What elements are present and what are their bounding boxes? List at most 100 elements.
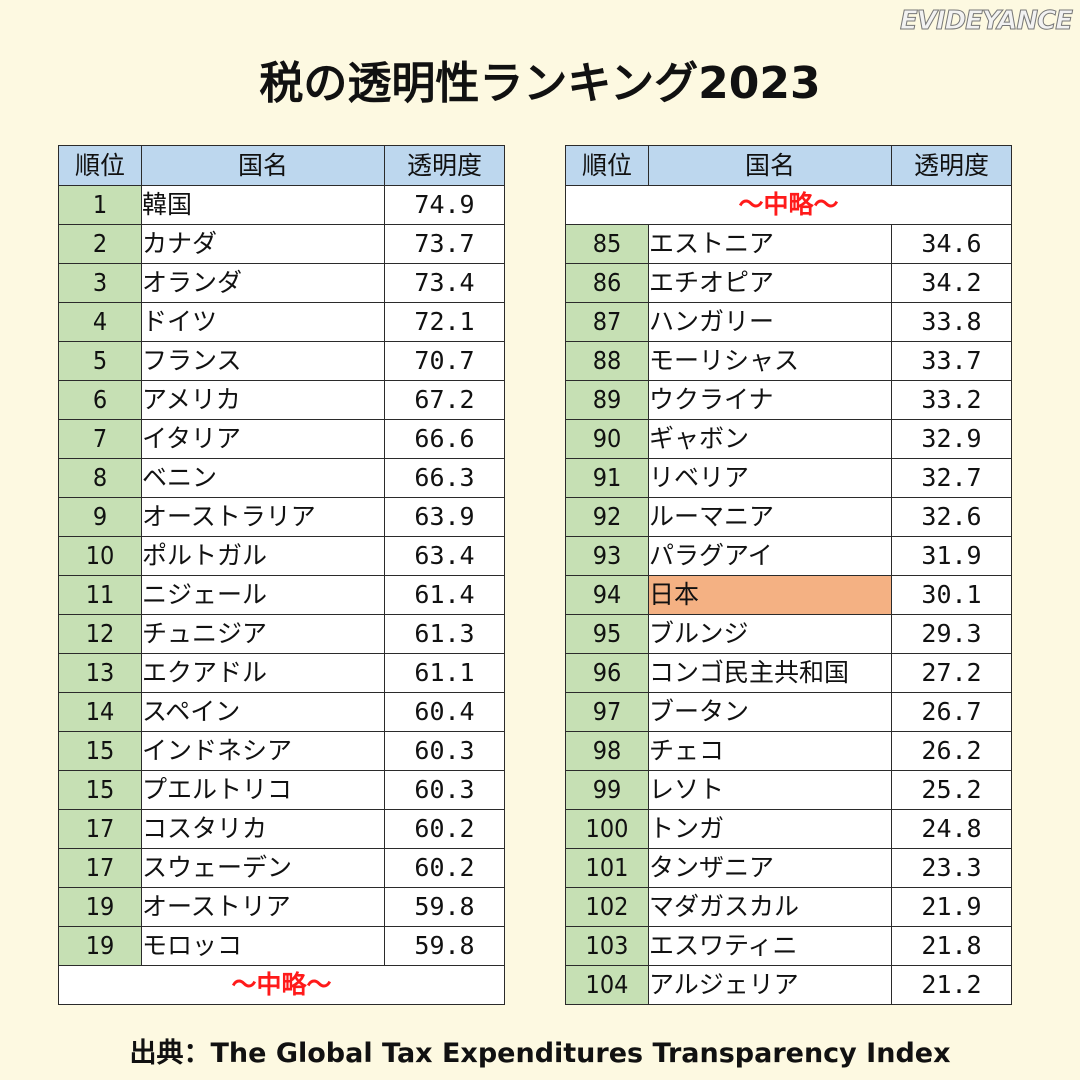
rank-cell: 12 bbox=[58, 614, 142, 654]
score-cell: 32.6 bbox=[891, 497, 1012, 537]
rank-cell: 6 bbox=[58, 380, 142, 420]
rank-cell: 104 bbox=[565, 965, 649, 1005]
rank-cell: 5 bbox=[58, 341, 142, 381]
country-cell: ブルンジ bbox=[648, 614, 892, 654]
table-row: 104 アルジェリア 21.2 bbox=[565, 965, 1012, 1005]
table-row: 15 インドネシア 60.3 bbox=[58, 731, 505, 771]
rank-cell: 85 bbox=[565, 224, 649, 264]
score-cell: 61.4 bbox=[384, 575, 505, 615]
table-row: 89 ウクライナ 33.2 bbox=[565, 380, 1012, 420]
table-row: 96 コンゴ民主共和国 27.2 bbox=[565, 653, 1012, 693]
rank-cell: 103 bbox=[565, 926, 649, 966]
ranking-table-left: 順位 国名 透明度 1 韓国 74.9 2 カナダ 73.7 3 オランダ 73.4 4 ドイツ 72… bbox=[58, 145, 505, 1005]
country-cell: スペイン bbox=[141, 692, 385, 732]
score-cell: 60.3 bbox=[384, 731, 505, 771]
table-header-row: 順位 国名 透明度 bbox=[565, 145, 1012, 186]
rank-cell: 15 bbox=[58, 731, 142, 771]
omitted-label: ～中略～ bbox=[565, 185, 1012, 225]
score-cell: 25.2 bbox=[891, 770, 1012, 810]
country-cell: チェコ bbox=[648, 731, 892, 771]
score-cell: 26.7 bbox=[891, 692, 1012, 732]
score-cell: 66.3 bbox=[384, 458, 505, 498]
score-cell: 23.3 bbox=[891, 848, 1012, 888]
rank-cell: 87 bbox=[565, 302, 649, 342]
score-cell: 73.7 bbox=[384, 224, 505, 264]
country-cell: スウェーデン bbox=[141, 848, 385, 888]
country-cell: レソト bbox=[648, 770, 892, 810]
table-row: 17 コスタリカ 60.2 bbox=[58, 809, 505, 849]
header-country: 国名 bbox=[141, 145, 385, 186]
rank-cell: 90 bbox=[565, 419, 649, 459]
table-row: 12 チュニジア 61.3 bbox=[58, 614, 505, 654]
table-row: 14 スペイン 60.4 bbox=[58, 692, 505, 732]
country-cell: ウクライナ bbox=[648, 380, 892, 420]
rank-cell: 2 bbox=[58, 224, 142, 264]
country-cell: ハンガリー bbox=[648, 302, 892, 342]
score-cell: 34.2 bbox=[891, 263, 1012, 303]
rank-cell: 13 bbox=[58, 653, 142, 693]
score-cell: 33.7 bbox=[891, 341, 1012, 381]
country-cell: オーストラリア bbox=[141, 497, 385, 537]
omitted-row: ～中略～ bbox=[565, 185, 1012, 225]
score-cell: 33.2 bbox=[891, 380, 1012, 420]
country-cell: オランダ bbox=[141, 263, 385, 303]
omitted-row: ～中略～ bbox=[58, 965, 505, 1005]
rank-cell: 88 bbox=[565, 341, 649, 381]
rank-cell: 92 bbox=[565, 497, 649, 537]
table-row: 86 エチオピア 34.2 bbox=[565, 263, 1012, 303]
country-cell: エチオピア bbox=[648, 263, 892, 303]
country-cell: コンゴ民主共和国 bbox=[648, 653, 892, 693]
rank-cell: 96 bbox=[565, 653, 649, 693]
rank-cell: 97 bbox=[565, 692, 649, 732]
header-score: 透明度 bbox=[891, 145, 1012, 186]
country-cell: コスタリカ bbox=[141, 809, 385, 849]
country-cell: プエルトリコ bbox=[141, 770, 385, 810]
rank-cell: 100 bbox=[565, 809, 649, 849]
table-row: 101 タンザニア 23.3 bbox=[565, 848, 1012, 888]
rank-cell: 19 bbox=[58, 887, 142, 927]
header-country: 国名 bbox=[648, 145, 892, 186]
omitted-label: ～中略～ bbox=[58, 965, 505, 1005]
table-row: 5 フランス 70.7 bbox=[58, 341, 505, 381]
score-cell: 63.9 bbox=[384, 497, 505, 537]
rank-cell: 93 bbox=[565, 536, 649, 576]
table-row: 90 ギャボン 32.9 bbox=[565, 419, 1012, 459]
table-row: 13 エクアドル 61.1 bbox=[58, 653, 505, 693]
score-cell: 32.9 bbox=[891, 419, 1012, 459]
table-row: 4 ドイツ 72.1 bbox=[58, 302, 505, 342]
country-cell: エスワティニ bbox=[648, 926, 892, 966]
country-cell: フランス bbox=[141, 341, 385, 381]
table-row: 8 ベニン 66.3 bbox=[58, 458, 505, 498]
rank-cell: 86 bbox=[565, 263, 649, 303]
score-cell: 73.4 bbox=[384, 263, 505, 303]
header-score: 透明度 bbox=[384, 145, 505, 186]
country-cell: ニジェール bbox=[141, 575, 385, 615]
country-cell: モーリシャス bbox=[648, 341, 892, 381]
rank-cell: 94 bbox=[565, 575, 649, 615]
score-cell: 60.3 bbox=[384, 770, 505, 810]
rank-cell: 11 bbox=[58, 575, 142, 615]
table-row: 85 エストニア 34.6 bbox=[565, 224, 1012, 264]
rank-cell: 15 bbox=[58, 770, 142, 810]
header-rank: 順位 bbox=[58, 145, 142, 186]
country-cell: パラグアイ bbox=[648, 536, 892, 576]
country-cell: モロッコ bbox=[141, 926, 385, 966]
table-row: 7 イタリア 66.6 bbox=[58, 419, 505, 459]
table-row: 17 スウェーデン 60.2 bbox=[58, 848, 505, 888]
rank-cell: 95 bbox=[565, 614, 649, 654]
table-row: 92 ルーマニア 32.6 bbox=[565, 497, 1012, 537]
rank-cell: 102 bbox=[565, 887, 649, 927]
table-row: 15 プエルトリコ 60.3 bbox=[58, 770, 505, 810]
score-cell: 21.9 bbox=[891, 887, 1012, 927]
score-cell: 33.8 bbox=[891, 302, 1012, 342]
country-cell: エストニア bbox=[648, 224, 892, 264]
country-cell: イタリア bbox=[141, 419, 385, 459]
country-cell: チュニジア bbox=[141, 614, 385, 654]
rank-cell: 9 bbox=[58, 497, 142, 537]
header-rank: 順位 bbox=[565, 145, 649, 186]
source-note: 出典：The Global Tax Expenditures Transpare… bbox=[129, 1038, 951, 1069]
table-row: 88 モーリシャス 33.7 bbox=[565, 341, 1012, 381]
score-cell: 61.3 bbox=[384, 614, 505, 654]
rank-cell: 98 bbox=[565, 731, 649, 771]
rank-cell: 8 bbox=[58, 458, 142, 498]
